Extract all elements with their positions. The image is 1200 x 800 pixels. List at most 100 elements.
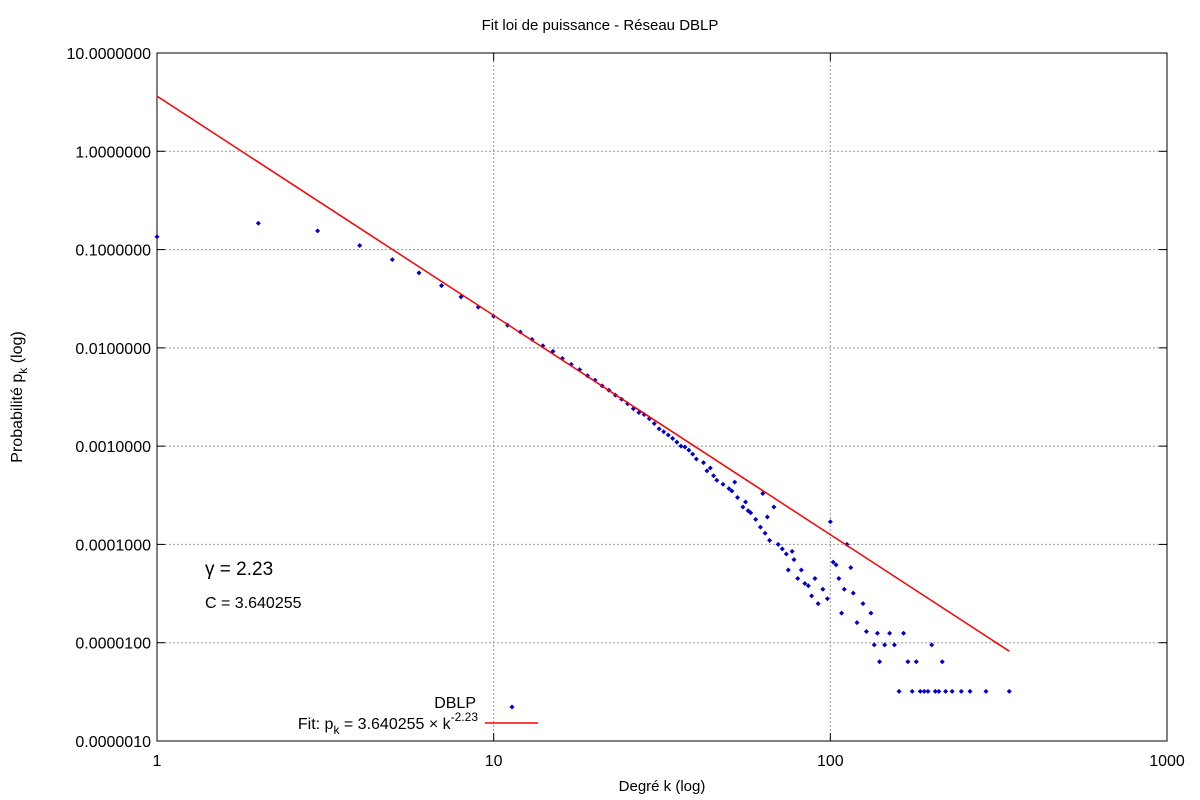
scatter-point xyxy=(824,596,830,602)
y-label-sub: k xyxy=(16,367,30,374)
y-label-text: Probabilité p xyxy=(9,374,26,463)
scatter-point xyxy=(850,590,856,596)
scatter-point xyxy=(732,479,738,485)
scatter-point xyxy=(882,642,888,648)
scatter-point xyxy=(389,257,395,263)
scatter-point xyxy=(686,447,692,453)
scatter-point xyxy=(830,559,836,565)
annotation: γ = 2.23 xyxy=(205,559,273,580)
scatter-point xyxy=(700,460,706,466)
scatter-point xyxy=(909,688,915,694)
scatter-point xyxy=(255,220,261,226)
scatter-point xyxy=(891,642,897,648)
scatter-point xyxy=(921,688,927,694)
scatter-point xyxy=(651,420,657,426)
scatter-point xyxy=(967,688,973,694)
scatter-point xyxy=(743,499,749,505)
y-tick-label: 10.0000000 xyxy=(66,46,151,63)
y-tick-label: 0.0001000 xyxy=(75,537,151,554)
annotation: C = 3.640255 xyxy=(205,595,302,612)
legend-sub: k xyxy=(333,723,340,737)
scatter-point xyxy=(874,630,880,636)
scatter-point xyxy=(905,659,911,665)
legend-label: Fit: pk = 3.640255 × k-2.23 xyxy=(298,710,478,737)
scatter-point xyxy=(771,504,777,510)
x-tick-label: 1000 xyxy=(1149,753,1185,770)
scatter-point xyxy=(789,548,795,554)
scatter-point xyxy=(805,583,811,589)
scatter-point xyxy=(983,688,989,694)
scatter-point xyxy=(798,567,804,573)
scatter-point xyxy=(670,435,676,441)
scatter-point xyxy=(690,451,696,457)
y-tick-label: 0.1000000 xyxy=(75,243,151,260)
scatter-point xyxy=(439,283,445,289)
scatter-point xyxy=(833,562,839,568)
scatter-point xyxy=(929,642,935,648)
y-tick-label: 0.0000010 xyxy=(75,734,151,751)
scatter-point xyxy=(802,581,808,587)
scatter-point xyxy=(779,546,785,552)
scatter-point xyxy=(877,659,883,665)
scatter-point xyxy=(836,576,842,582)
scatter-point xyxy=(863,629,869,635)
scatter-point xyxy=(791,557,797,563)
scatter-point xyxy=(357,243,363,249)
scatter-point xyxy=(839,610,845,616)
scatter-point xyxy=(767,537,773,543)
x-tick-label: 10 xyxy=(485,753,503,770)
legend-label: DBLP xyxy=(434,695,476,712)
scatter-point xyxy=(661,429,667,435)
y-axis-label: Probabilité pk (log) xyxy=(9,331,30,462)
scatter-point xyxy=(958,688,964,694)
legend-text: = 3.640255 × k xyxy=(339,716,451,733)
scatter-point xyxy=(868,610,874,616)
scatter-point xyxy=(762,530,768,536)
scatter-point xyxy=(1006,688,1012,694)
scatter-point xyxy=(665,432,671,438)
scatter-point xyxy=(720,481,726,487)
scatter-point xyxy=(656,426,662,432)
scatter-point xyxy=(917,688,923,694)
scatter-point xyxy=(707,465,713,471)
scatter-point xyxy=(711,473,717,479)
y-tick-label: 1.0000000 xyxy=(75,144,151,161)
scatter-point xyxy=(753,516,759,522)
scatter-point xyxy=(896,688,902,694)
scatter-point xyxy=(785,567,791,573)
y-tick-label: 0.0100000 xyxy=(75,341,151,358)
scatter-point xyxy=(748,510,754,516)
scatter-point xyxy=(932,688,938,694)
scatter-point xyxy=(678,443,684,449)
scatter-point xyxy=(854,620,860,626)
scatter-point xyxy=(939,659,945,665)
legend-marker xyxy=(509,704,515,710)
x-axis-label: Degré k (log) xyxy=(619,778,706,795)
scatter-point xyxy=(714,477,720,483)
scatter-point xyxy=(154,234,160,240)
scatter-point xyxy=(901,630,907,636)
scatter-point xyxy=(740,504,746,510)
y-tick-label: 0.0010000 xyxy=(75,439,151,456)
scatter-point xyxy=(315,228,321,234)
scatter-point xyxy=(757,524,763,530)
legend-text: Fit: p xyxy=(298,716,334,733)
scatter-point xyxy=(827,519,833,525)
scatter-point xyxy=(815,601,821,607)
scatter-point xyxy=(871,642,877,648)
chart-title: Fit loi de puissance - Réseau DBLP xyxy=(482,17,719,34)
scatter-point xyxy=(682,444,688,450)
scatter-point xyxy=(841,586,847,592)
x-tick-label: 1 xyxy=(153,753,162,770)
scatter-point xyxy=(416,270,422,276)
scatter-point xyxy=(887,630,893,636)
plot-frame xyxy=(156,52,1168,742)
scatter-point xyxy=(693,456,699,462)
scatter-point xyxy=(925,688,931,694)
scatter-point xyxy=(729,488,735,494)
scatter-point xyxy=(848,565,854,571)
scatter-point xyxy=(936,688,942,694)
scatter-point xyxy=(949,688,955,694)
scatter-point xyxy=(783,551,789,557)
